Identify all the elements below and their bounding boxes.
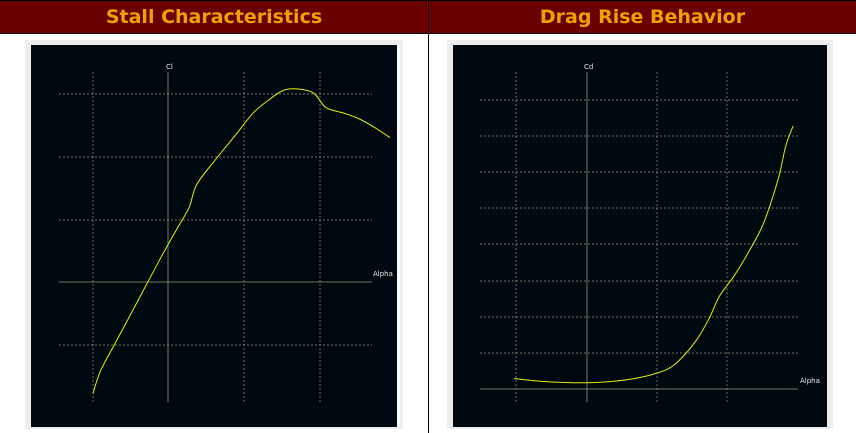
drag-rise-behavior-title: Drag Rise Behavior [429,1,856,33]
y-axis-label: Cd [584,63,593,71]
header-row: Stall Characteristics Drag Rise Behavior [0,0,856,34]
x-axis-label: Alpha [800,377,820,385]
series-line-cd-0 [513,125,794,384]
drag-rise-behavior-chart: Cd Alpha [453,45,827,427]
stall-characteristics-chart: Cl Alpha [31,45,397,427]
column-divider [428,34,429,433]
x-axis-label: Alpha [373,270,393,278]
series-line-cl-0 [92,88,391,394]
stall-characteristics-title: Stall Characteristics [0,1,429,33]
plot-edge [397,45,400,427]
y-axis-label: Cl [166,63,173,71]
